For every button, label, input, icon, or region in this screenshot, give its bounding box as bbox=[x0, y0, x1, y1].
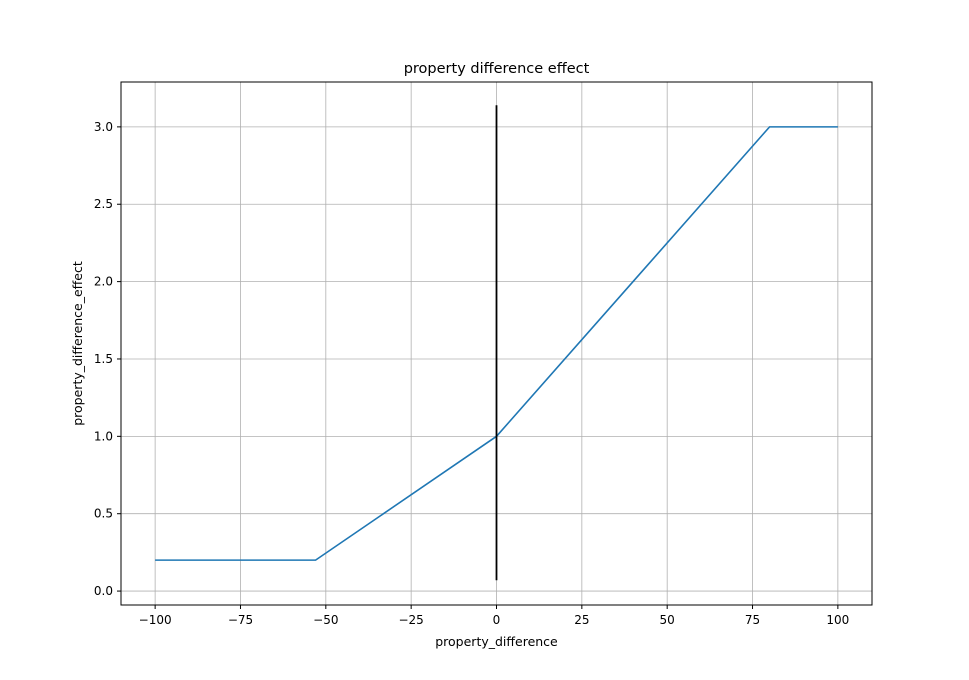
x-tick-label: −75 bbox=[228, 613, 253, 627]
x-tick-label: −50 bbox=[313, 613, 338, 627]
x-tick-label: −25 bbox=[398, 613, 423, 627]
x-tick-label: 75 bbox=[745, 613, 760, 627]
x-tick-label: −100 bbox=[139, 613, 172, 627]
y-tick-label: 0.0 bbox=[94, 584, 113, 598]
x-tick-label: 25 bbox=[574, 613, 589, 627]
x-tick-label: 100 bbox=[826, 613, 849, 627]
x-tick-label: 50 bbox=[660, 613, 675, 627]
y-tick-label: 1.5 bbox=[94, 352, 113, 366]
y-tick-label: 3.0 bbox=[94, 120, 113, 134]
y-tick-label: 0.5 bbox=[94, 507, 113, 521]
x-tick-label: 0 bbox=[493, 613, 501, 627]
y-tick-label: 2.5 bbox=[94, 197, 113, 211]
ticks: −100 −75 −50 −25 0 25 50 75 100 0.0 0.5 1.0 1.5 2.0 2.… bbox=[94, 120, 849, 627]
y-axis-label: property_difference_effect bbox=[70, 261, 85, 426]
plot-marks bbox=[155, 105, 838, 581]
y-tick-label: 2.0 bbox=[94, 275, 113, 289]
y-tick-label: 1.0 bbox=[94, 429, 113, 443]
x-axis-label: property_difference bbox=[435, 634, 558, 649]
chart-title: property difference effect bbox=[404, 61, 590, 77]
series-line bbox=[155, 126, 838, 561]
